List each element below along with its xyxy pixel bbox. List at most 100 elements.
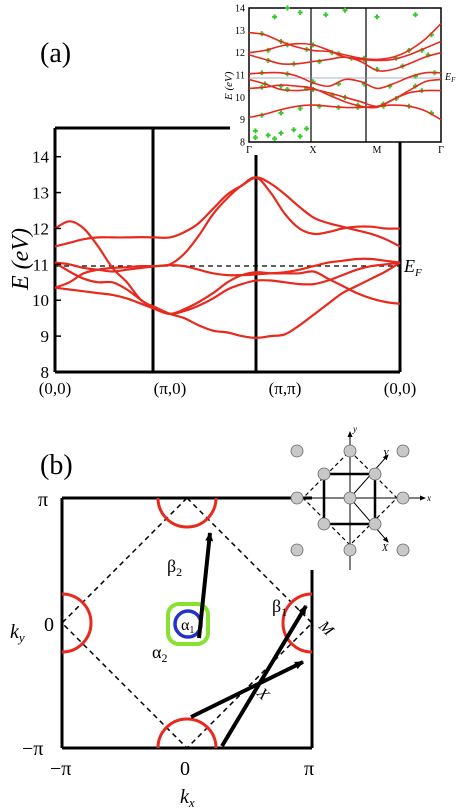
inset-ytick-label: 12: [235, 48, 245, 59]
label-alpha2: α2: [152, 642, 167, 665]
inset-ytick-label: 11: [235, 71, 245, 82]
beta2-pocket-top: [156, 497, 218, 529]
atom: [317, 517, 331, 531]
inset-xtick-label: X: [309, 145, 317, 156]
inset-xtick-label: Γ: [246, 145, 252, 156]
atom: [343, 444, 357, 458]
band-3: [54, 261, 401, 316]
ytick-label: 11: [33, 255, 49, 274]
panel-a-label: (a): [40, 38, 71, 69]
dft-point: [297, 133, 303, 139]
dft-point: [412, 12, 418, 18]
ytick-pi: π: [38, 489, 48, 511]
inset-band-5: [248, 84, 442, 109]
inset-band-4: [248, 78, 442, 108]
inset-xtick-label: M: [373, 145, 382, 156]
ytick-label: 13: [32, 184, 49, 203]
panel-b-fermi-surface: β2 β1 α1 α2 M X −π 0 π −π 0 π kx ky: [10, 489, 338, 809]
inset-band-2: [248, 51, 442, 72]
atom: [317, 467, 331, 481]
ytick-label: 10: [32, 291, 49, 310]
dft-point: [252, 135, 258, 141]
alpha2-pocket: [166, 602, 210, 646]
xtick-label: (π,π): [269, 379, 302, 398]
inset-fermi-label: EF: [444, 72, 456, 84]
ytick-label: 14: [32, 148, 50, 167]
panel-a-fermi-label: EF: [403, 256, 422, 279]
atom: [396, 543, 410, 557]
panel-b-xlabel: kx: [180, 786, 195, 809]
ytick-label: 8: [41, 363, 50, 382]
inset-band-3: [248, 71, 442, 90]
lattice-label-x: x: [426, 493, 431, 503]
inset-ytick-label: 10: [235, 93, 245, 104]
panel-b-ylabel: ky: [10, 621, 25, 645]
panel-a-bands: [54, 176, 401, 340]
inset-bands: [248, 23, 442, 121]
xtick-pi: π: [304, 758, 314, 780]
band-1: [54, 176, 401, 248]
xtick-label: (0,0): [384, 379, 417, 398]
dft-point: [323, 12, 329, 18]
label-alpha1: α1: [181, 617, 194, 636]
panel-a-band-plot: 8 9 10 11 12 13 14 (0,0) (π,0) (π,π) (0,0) E (eV)…: [8, 126, 422, 398]
inset-frame: [248, 7, 442, 143]
lattice-label-X: X: [381, 543, 389, 554]
lattice-inset: x y Y X: [285, 424, 431, 570]
band-5: [54, 257, 401, 289]
inset-ytick-label: 14: [235, 4, 245, 15]
lattice-Y-axis: [349, 454, 389, 499]
atom: [290, 444, 304, 458]
panel-a-yticks: 8 9 10 11 12 13 14: [32, 148, 61, 382]
lattice-unit-cell: [322, 472, 377, 526]
dft-point: [252, 128, 258, 134]
band-2: [54, 176, 401, 273]
dft-point: [278, 110, 284, 116]
inset-band-6: [248, 104, 442, 121]
atom: [290, 543, 304, 557]
inset-ytick-label: 9: [240, 115, 245, 126]
band-0: [54, 220, 401, 340]
dft-point: [342, 7, 348, 13]
dft-point: [272, 136, 278, 142]
ytick-label: 9: [41, 327, 50, 346]
lattice-label-y: y: [352, 424, 357, 434]
ytick-zero: 0: [44, 614, 54, 636]
inset-ytick-label: 13: [235, 26, 245, 37]
label-beta2: β2: [167, 556, 182, 579]
inset-ylabel: E (eV): [223, 71, 235, 101]
label-M: M: [314, 617, 337, 640]
ytick-minus-pi: −π: [22, 738, 43, 760]
atom: [343, 491, 357, 505]
ytick-label: 12: [32, 219, 49, 238]
panel-a-inset: 8 9 10 11 12 13 14 Γ X M Γ E (eV) EF: [223, 4, 456, 157]
dft-point: [272, 14, 278, 20]
dft-point: [284, 5, 290, 11]
atom: [396, 491, 410, 505]
band-4: [54, 270, 401, 316]
nesting-arrow-alpha-beta2: [197, 532, 214, 639]
lattice-dashed-cell: [302, 450, 398, 546]
xtick-label: (0,0): [39, 379, 72, 398]
dft-point: [291, 127, 297, 133]
dft-point: [374, 14, 380, 20]
nesting-arrow-horizontal: [190, 660, 304, 719]
atom: [396, 444, 410, 458]
dft-point: [297, 9, 303, 15]
beta-pocket-left: [61, 592, 93, 654]
dft-point: [304, 126, 310, 132]
xtick-zero: 0: [180, 758, 190, 780]
inset-band-0: [248, 23, 442, 61]
atom: [343, 543, 357, 557]
brillouin-zone-diamond: [60, 496, 314, 750]
inset-xtick-label: Γ: [438, 145, 444, 156]
inset-yticks: 8 9 10 11 12 13 14: [235, 4, 245, 149]
panel-b-label: (b): [40, 450, 73, 481]
panel-a-xticks: (0,0) (π,0) (π,π) (0,0): [39, 379, 417, 398]
nesting-arrow-diagonal: [220, 604, 308, 748]
xtick-minus-pi: −π: [50, 758, 71, 780]
panel-a-ylabel: E (eV): [8, 228, 34, 291]
label-beta1: β1: [272, 596, 287, 619]
